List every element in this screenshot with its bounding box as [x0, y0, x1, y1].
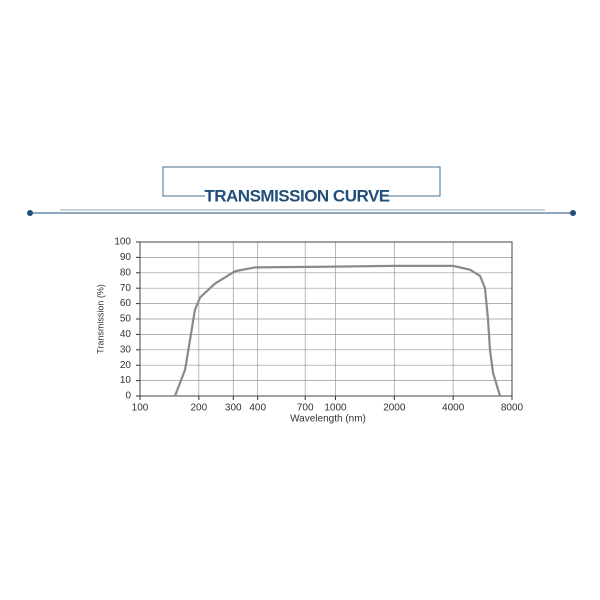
x-axis-label: Wavelength (nm): [290, 414, 366, 425]
y-tick-label: 90: [120, 252, 132, 263]
y-tick-label: 20: [120, 360, 132, 371]
x-tick-label: 8000: [501, 403, 524, 414]
y-tick-label: 30: [120, 344, 132, 355]
plot-frame: [139, 241, 513, 397]
x-tick-label: 1000: [324, 403, 347, 414]
y-tick-label: 10: [120, 375, 132, 386]
x-tick-label: 100: [132, 403, 149, 414]
data-line: [173, 264, 502, 397]
header-title-bg: [205, 186, 385, 208]
y-tick-label: 70: [120, 283, 132, 294]
rule-dot: [570, 210, 576, 216]
y-tick-label: 50: [120, 314, 132, 325]
header-title: TRANSMISSION CURVE: [204, 186, 389, 205]
x-tick-label: 4000: [442, 403, 465, 414]
rule-dot: [27, 210, 33, 216]
y-tick-label: 0: [125, 391, 131, 402]
x-tick-label: 400: [249, 403, 266, 414]
y-tick-label: 40: [120, 329, 132, 340]
y-axis-label: Transmission (%): [95, 284, 105, 354]
y-tick-label: 60: [120, 298, 132, 309]
y-tick-label: 80: [120, 267, 132, 278]
x-tick-label: 700: [297, 403, 314, 414]
x-tick-label: 200: [190, 403, 207, 414]
y-tick-label: 100: [114, 237, 131, 248]
x-tick-label: 2000: [383, 403, 406, 414]
x-tick-label: 300: [225, 403, 242, 414]
